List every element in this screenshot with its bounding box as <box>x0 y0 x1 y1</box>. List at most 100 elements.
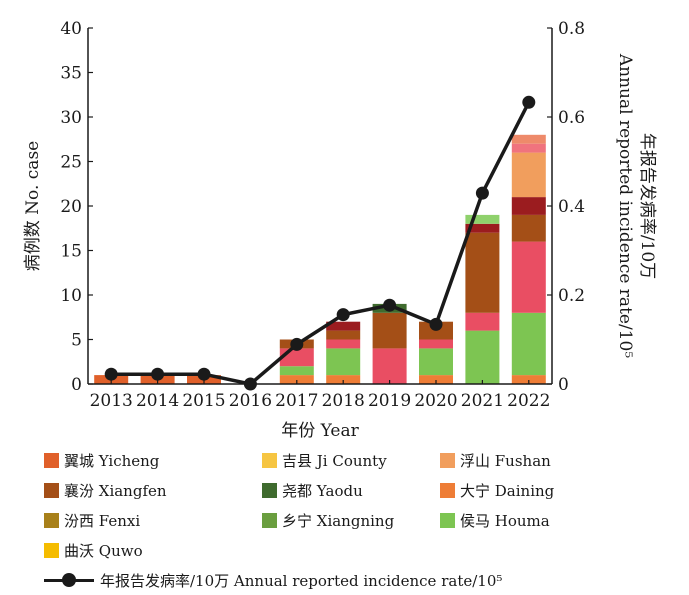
bar-segment <box>279 348 314 367</box>
bar-segment <box>511 197 546 215</box>
legend-row: 襄汾 Xiangfen 尧都 Yaodu 大宁 Daining <box>44 475 684 505</box>
legend-label: 乡宁 Xiangning <box>282 511 395 530</box>
bar-segment <box>372 348 407 384</box>
y2-axis-label-line2: Annual reported incidence rate/10⁵ <box>615 53 635 358</box>
y-tick-label: 35 <box>60 64 82 84</box>
legend-swatch <box>262 512 277 528</box>
bar-segment <box>326 339 361 349</box>
legend-line-label: 年报告发病率/10万 Annual reported incidence rat… <box>100 571 503 590</box>
bar-segment <box>419 339 453 349</box>
y2-tick-label: 0.6 <box>558 108 585 128</box>
line-point <box>336 308 350 322</box>
x-tick-label: 2018 <box>322 391 365 411</box>
legend-swatch <box>44 512 59 528</box>
line-point <box>475 186 489 200</box>
legend-swatch <box>440 512 455 528</box>
legend: 翼城 Yicheng 吉县 Ji County 浮山 Fushan 襄汾 Xiangf… <box>44 445 684 595</box>
bar-segment <box>326 348 361 376</box>
bar-segment <box>326 321 361 331</box>
legend-swatch <box>44 452 59 468</box>
bar-segment <box>511 312 546 376</box>
x-tick-label: 2019 <box>368 391 411 411</box>
bar-segment <box>511 375 546 384</box>
line-point <box>104 367 118 381</box>
line-point <box>290 337 304 351</box>
bar-segment <box>465 232 500 313</box>
legend-label: 侯马 Houma <box>460 511 550 530</box>
x-tick-label: 2015 <box>182 391 225 411</box>
legend-row: 曲沃 Quwo <box>44 535 684 565</box>
bar-segment <box>465 330 500 384</box>
chart-figure: 0 5 10 15 20 25 30 35 40 0 0.2 0.4 0.6 0.8 2013 2014 201… <box>23 19 657 590</box>
legend-swatch <box>44 542 59 558</box>
line-series <box>104 95 536 391</box>
bar-segment <box>419 375 453 384</box>
legend-item: 襄汾 Xiangfen <box>44 480 262 501</box>
x-tick-label: 2020 <box>414 391 457 411</box>
y2-tick-label: 0 <box>558 375 569 395</box>
legend-label: 尧都 Yaodu <box>282 481 363 500</box>
bar-segment <box>372 312 407 349</box>
legend-swatch <box>44 482 59 498</box>
line-point <box>243 377 257 391</box>
x-tick-label: 2016 <box>229 391 272 411</box>
line-point <box>429 317 443 331</box>
bar-segment <box>465 214 500 224</box>
legend-item: 尧都 Yaodu <box>262 480 440 501</box>
y-tick-label: 0 <box>71 375 82 395</box>
bar-segment <box>511 241 546 313</box>
bar-segment <box>511 214 546 242</box>
legend-label: 曲沃 Quwo <box>64 541 143 560</box>
legend-label: 汾西 Fenxi <box>64 511 141 530</box>
line-point <box>522 95 536 109</box>
y2-tick-label: 0.4 <box>558 197 585 217</box>
y-tick-label: 30 <box>60 108 82 128</box>
line-point <box>383 298 397 312</box>
x-tick-label: 2014 <box>136 391 179 411</box>
bar-segment <box>511 134 546 144</box>
bar-segment <box>511 152 546 198</box>
x-tick-label: 2013 <box>90 391 133 411</box>
y2-tick-label: 0.8 <box>558 19 585 39</box>
bar-segment <box>511 143 546 153</box>
legend-item: 大宁 Daining <box>440 480 658 501</box>
y2-tick-label: 0.2 <box>558 286 585 306</box>
y-tick-label: 5 <box>71 331 82 351</box>
y-tick-label: 20 <box>60 197 82 217</box>
bar-segment <box>465 312 500 331</box>
legend-item: 汾西 Fenxi <box>44 510 262 531</box>
legend-item: 侯马 Houma <box>440 510 658 531</box>
y-tick-label: 40 <box>60 19 82 39</box>
x-tick-label: 2017 <box>275 391 318 411</box>
y-axis-label: 病例数 No. case <box>23 141 43 271</box>
legend-swatch <box>440 452 455 468</box>
legend-swatch <box>262 482 277 498</box>
legend-item: 曲沃 Quwo <box>44 540 262 561</box>
line-point <box>151 367 165 381</box>
legend-label: 吉县 Ji County <box>282 451 387 470</box>
incidence-line <box>111 101 531 386</box>
legend-label: 浮山 Fushan <box>460 451 551 470</box>
legend-line-item: 年报告发病率/10万 Annual reported incidence rat… <box>44 565 684 595</box>
x-axis-label: 年份 Year <box>281 421 359 440</box>
bar-segment <box>465 223 500 233</box>
legend-swatch <box>440 482 455 498</box>
legend-swatch <box>262 452 277 468</box>
legend-label: 翼城 Yicheng <box>64 451 160 470</box>
line-point <box>197 367 211 381</box>
bars-layer <box>94 134 546 384</box>
legend-label: 襄汾 Xiangfen <box>64 481 167 500</box>
bar-segment <box>279 366 314 376</box>
legend-item: 翼城 Yicheng <box>44 450 262 471</box>
legend-label: 大宁 Daining <box>460 481 555 500</box>
y-tick-label: 10 <box>60 286 82 306</box>
bar-segment <box>279 375 314 384</box>
x-tick-label: 2021 <box>461 391 504 411</box>
y-tick-label: 15 <box>60 242 82 262</box>
line-marker-icon <box>44 572 94 588</box>
legend-row: 翼城 Yicheng 吉县 Ji County 浮山 Fushan <box>44 445 684 475</box>
y-tick-label: 25 <box>60 153 82 173</box>
x-tick-label: 2022 <box>507 391 550 411</box>
